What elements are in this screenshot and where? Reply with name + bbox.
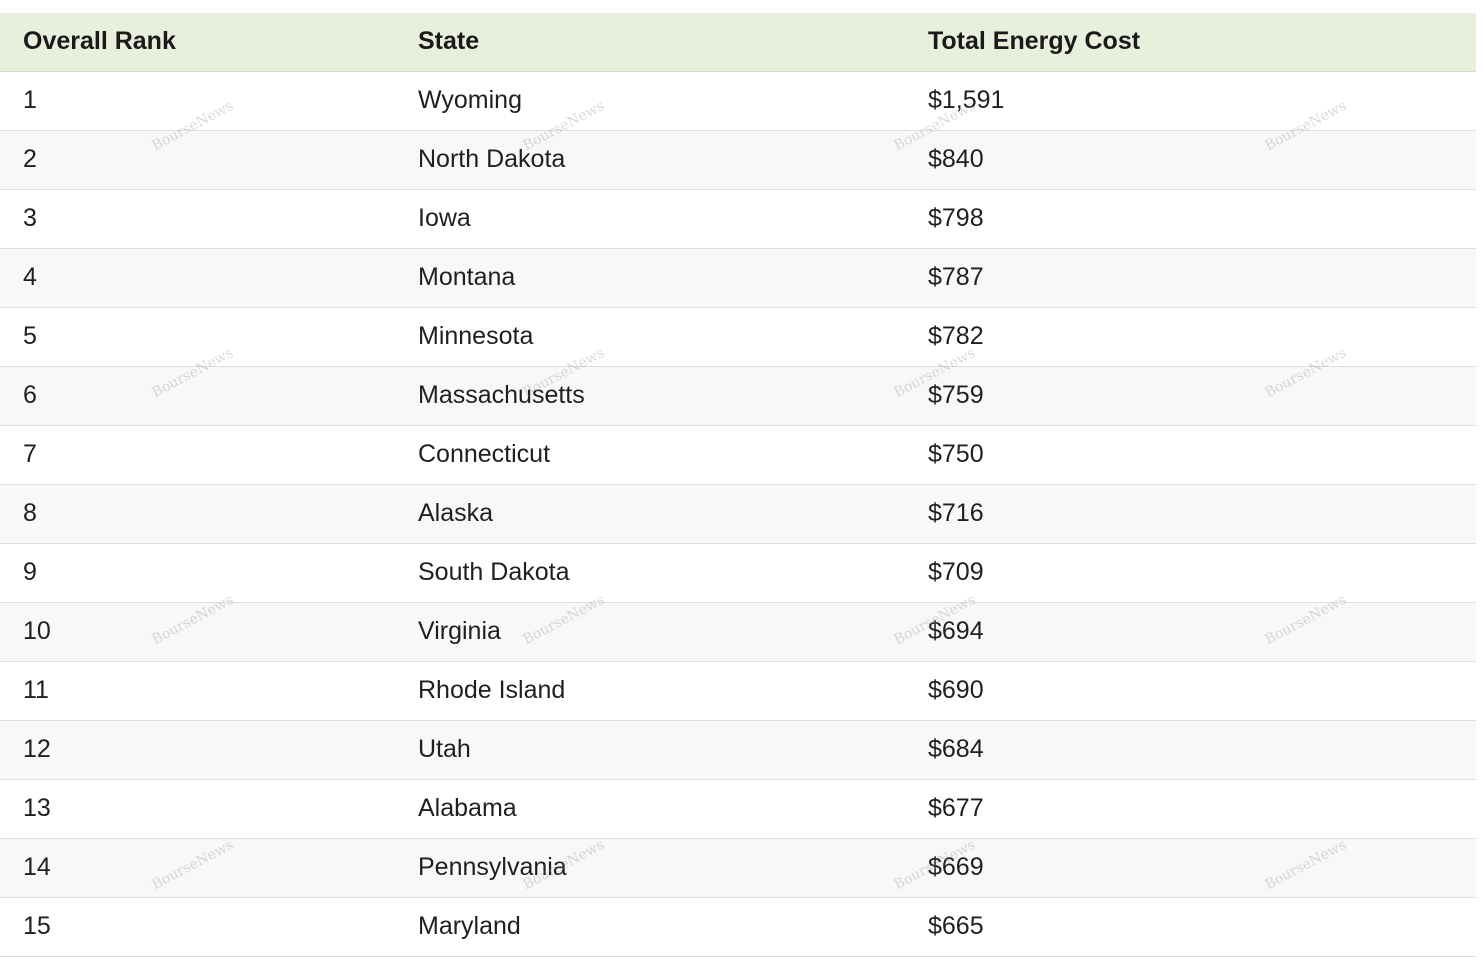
rank-cell: 5	[23, 322, 37, 350]
rank-cell: 8	[23, 499, 37, 527]
table-row: 8 Alaska $716	[0, 484, 1476, 543]
state-cell: Pennsylvania	[418, 853, 567, 881]
table-row: 9 South Dakota $709	[0, 543, 1476, 602]
rank-cell: 11	[23, 676, 49, 704]
rank-cell: 7	[23, 440, 37, 468]
rank-cell: 10	[23, 617, 51, 645]
table-row: 2 North Dakota $840	[0, 130, 1476, 189]
column-header-energy-cost[interactable]: Total Energy Cost	[905, 13, 1476, 72]
rank-cell: 1	[23, 86, 37, 114]
state-cell: Maryland	[418, 912, 521, 940]
state-cell: North Dakota	[418, 145, 566, 173]
energy-cost-cell: $690	[928, 676, 984, 704]
energy-cost-cell: $1,591	[928, 86, 1005, 114]
energy-cost-cell: $694	[928, 617, 984, 645]
table-row: 14 Pennsylvania $669	[0, 838, 1476, 897]
energy-cost-cell: $759	[928, 381, 984, 409]
energy-cost-cell: $840	[928, 145, 984, 173]
state-cell: Utah	[418, 735, 471, 763]
state-cell: Alaska	[418, 499, 494, 527]
rank-cell: 4	[23, 263, 37, 291]
table-row: 6 Massachusetts $759	[0, 366, 1476, 425]
table-body: 1 Wyoming $1,591 2 North Dakota $840 3 Iowa $798…	[0, 71, 1476, 956]
table-row: 4 Montana $787	[0, 248, 1476, 307]
header-row: Overall Rank State Total Energy Cost	[0, 13, 1476, 72]
energy-cost-cell: $750	[928, 440, 984, 468]
table-row: 12 Utah $684	[0, 720, 1476, 779]
rank-cell: 15	[23, 912, 51, 940]
energy-cost-cell: $787	[928, 263, 984, 291]
energy-cost-cell: $782	[928, 322, 984, 350]
state-cell: Massachusetts	[418, 381, 585, 409]
state-cell: Connecticut	[418, 440, 551, 468]
rank-cell: 13	[23, 794, 51, 822]
table-row: 7 Connecticut $750	[0, 425, 1476, 484]
energy-cost-cell: $665	[928, 912, 984, 940]
energy-cost-table: Overall Rank State Total Energy Cost 1 Wy…	[0, 13, 1476, 957]
table-row: 5 Minnesota $782	[0, 307, 1476, 366]
state-cell: Wyoming	[418, 86, 522, 114]
state-cell: Virginia	[418, 617, 501, 645]
energy-cost-cell: $669	[928, 853, 984, 881]
column-header-rank[interactable]: Overall Rank	[0, 13, 395, 72]
energy-cost-cell: $798	[928, 204, 984, 232]
state-cell: South Dakota	[418, 558, 570, 586]
rank-cell: 6	[23, 381, 37, 409]
table-row: 3 Iowa $798	[0, 189, 1476, 248]
state-cell: Rhode Island	[418, 676, 566, 704]
energy-cost-cell: $677	[928, 794, 984, 822]
energy-cost-cell: $716	[928, 499, 984, 527]
rank-cell: 12	[23, 735, 51, 763]
energy-cost-cell: $684	[928, 735, 984, 763]
energy-cost-cell: $709	[928, 558, 984, 586]
rank-cell: 14	[23, 853, 51, 881]
table-row: 10 Virginia $694	[0, 602, 1476, 661]
state-cell: Alabama	[418, 794, 517, 822]
table-header: Overall Rank State Total Energy Cost	[0, 13, 1476, 72]
state-cell: Iowa	[418, 204, 471, 232]
rank-cell: 3	[23, 204, 37, 232]
state-cell: Montana	[418, 263, 516, 291]
rank-cell: 9	[23, 558, 37, 586]
table-row: 1 Wyoming $1,591	[0, 71, 1476, 130]
table-row: 13 Alabama $677	[0, 779, 1476, 838]
energy-cost-table-container: Overall Rank State Total Energy Cost 1 Wy…	[0, 13, 1476, 957]
table-row: 15 Maryland $665	[0, 897, 1476, 956]
state-cell: Minnesota	[418, 322, 534, 350]
rank-cell: 2	[23, 145, 37, 173]
table-row: 11 Rhode Island $690	[0, 661, 1476, 720]
column-header-state[interactable]: State	[395, 13, 905, 72]
